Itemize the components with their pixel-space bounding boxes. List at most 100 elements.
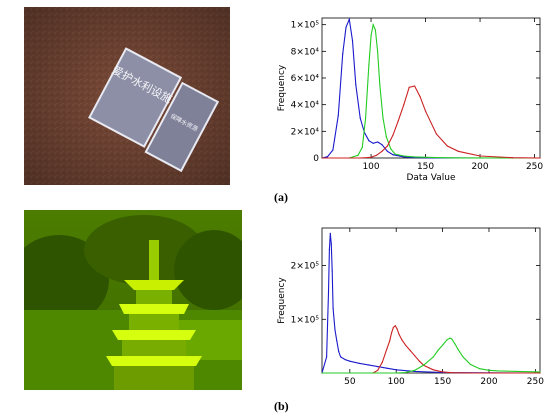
data-point bbox=[377, 141, 379, 143]
data-point bbox=[488, 369, 490, 371]
data-point bbox=[414, 85, 416, 87]
data-point bbox=[372, 24, 374, 26]
pagoda-icon bbox=[106, 240, 202, 390]
data-point bbox=[404, 344, 407, 346]
data-point bbox=[419, 96, 421, 98]
data-point bbox=[351, 40, 354, 42]
data-point bbox=[512, 157, 514, 159]
data-point bbox=[451, 372, 453, 374]
data-point bbox=[454, 342, 456, 345]
data-point bbox=[516, 370, 518, 372]
data-point bbox=[394, 325, 396, 327]
y-tick-label: 2×10⁵ bbox=[291, 262, 320, 272]
x-tick-label: 150 bbox=[417, 162, 434, 172]
data-point bbox=[395, 369, 397, 371]
data-point bbox=[386, 348, 388, 350]
data-point bbox=[390, 148, 392, 150]
y-tick-label: 8×10⁴ bbox=[291, 47, 320, 57]
y-tick-label: 2×10⁴ bbox=[291, 127, 320, 137]
y-tick-label: 6×10⁴ bbox=[291, 74, 320, 84]
data-point bbox=[404, 371, 407, 374]
data-point bbox=[457, 349, 459, 351]
data-point bbox=[539, 372, 541, 374]
data-point bbox=[469, 363, 471, 365]
series-line-2 bbox=[322, 337, 541, 374]
x-tick-label: 100 bbox=[362, 162, 379, 172]
data-point bbox=[337, 114, 339, 116]
plot-frame bbox=[321, 17, 541, 159]
data-point bbox=[414, 156, 416, 158]
data-point bbox=[396, 328, 398, 330]
sign-photo-image: 爱护水利设施 保障水资源 bbox=[24, 7, 230, 185]
data-point bbox=[403, 155, 405, 157]
x-tick-label: 150 bbox=[434, 377, 451, 387]
data-point bbox=[389, 340, 391, 342]
series-line-1 bbox=[322, 22, 540, 159]
data-point bbox=[359, 117, 361, 119]
data-point bbox=[340, 356, 342, 358]
data-point bbox=[368, 140, 370, 142]
data-point bbox=[349, 360, 351, 362]
pagoda-photo-image bbox=[24, 210, 242, 390]
photo-b bbox=[24, 210, 242, 390]
data-point bbox=[338, 350, 340, 353]
data-point bbox=[451, 338, 453, 340]
data-point bbox=[381, 361, 383, 363]
data-point bbox=[359, 157, 361, 159]
data-point bbox=[336, 340, 338, 342]
data-point bbox=[381, 144, 383, 146]
data-point bbox=[392, 154, 394, 156]
series-line-1 bbox=[322, 324, 540, 374]
data-point bbox=[462, 356, 464, 358]
data-point bbox=[326, 356, 328, 358]
data-point bbox=[446, 339, 448, 341]
plot-frame bbox=[321, 227, 541, 374]
data-point bbox=[377, 50, 379, 52]
data-point bbox=[432, 356, 434, 358]
data-point bbox=[457, 157, 459, 159]
data-point bbox=[432, 369, 434, 371]
data-point bbox=[332, 308, 334, 310]
data-point bbox=[437, 349, 439, 351]
data-point bbox=[425, 110, 427, 112]
data-point bbox=[442, 344, 444, 346]
data-point bbox=[370, 34, 372, 36]
data-point bbox=[386, 367, 388, 369]
data-point bbox=[377, 366, 379, 368]
data-point bbox=[423, 364, 425, 366]
data-point bbox=[479, 368, 481, 370]
data-point bbox=[497, 370, 499, 372]
data-point bbox=[479, 157, 481, 159]
data-point bbox=[377, 369, 379, 371]
data-point bbox=[368, 64, 370, 66]
data-point bbox=[321, 157, 323, 159]
x-tick-label: 200 bbox=[471, 162, 488, 172]
x-tick-label: 250 bbox=[527, 377, 544, 387]
data-point bbox=[331, 270, 333, 272]
data-point bbox=[457, 150, 459, 152]
data-point bbox=[327, 291, 330, 293]
data-point bbox=[355, 84, 357, 86]
data-point bbox=[342, 53, 344, 55]
chart-b: 50 100 150 200 250 1×10⁵ 2×10⁵ Frequency bbox=[262, 210, 550, 390]
data-point bbox=[469, 372, 471, 374]
data-point bbox=[344, 359, 346, 361]
data-point bbox=[401, 339, 403, 341]
data-point bbox=[385, 136, 387, 138]
y-tick-label: 1×10⁵ bbox=[291, 315, 320, 325]
panel-label-a: (a) bbox=[274, 190, 288, 204]
data-point bbox=[386, 145, 388, 147]
data-point bbox=[408, 86, 410, 88]
data-point bbox=[394, 153, 396, 155]
data-point bbox=[329, 232, 331, 234]
data-point bbox=[403, 156, 405, 158]
data-point bbox=[370, 156, 372, 158]
data-point bbox=[386, 150, 388, 152]
data-point bbox=[409, 349, 411, 351]
data-point bbox=[403, 104, 405, 106]
data-point bbox=[414, 370, 416, 372]
data-point bbox=[392, 326, 394, 328]
y-tick-label: 1×10⁵ bbox=[291, 21, 320, 31]
y-tick-label: 4×10⁴ bbox=[291, 101, 320, 111]
data-point bbox=[382, 117, 384, 119]
